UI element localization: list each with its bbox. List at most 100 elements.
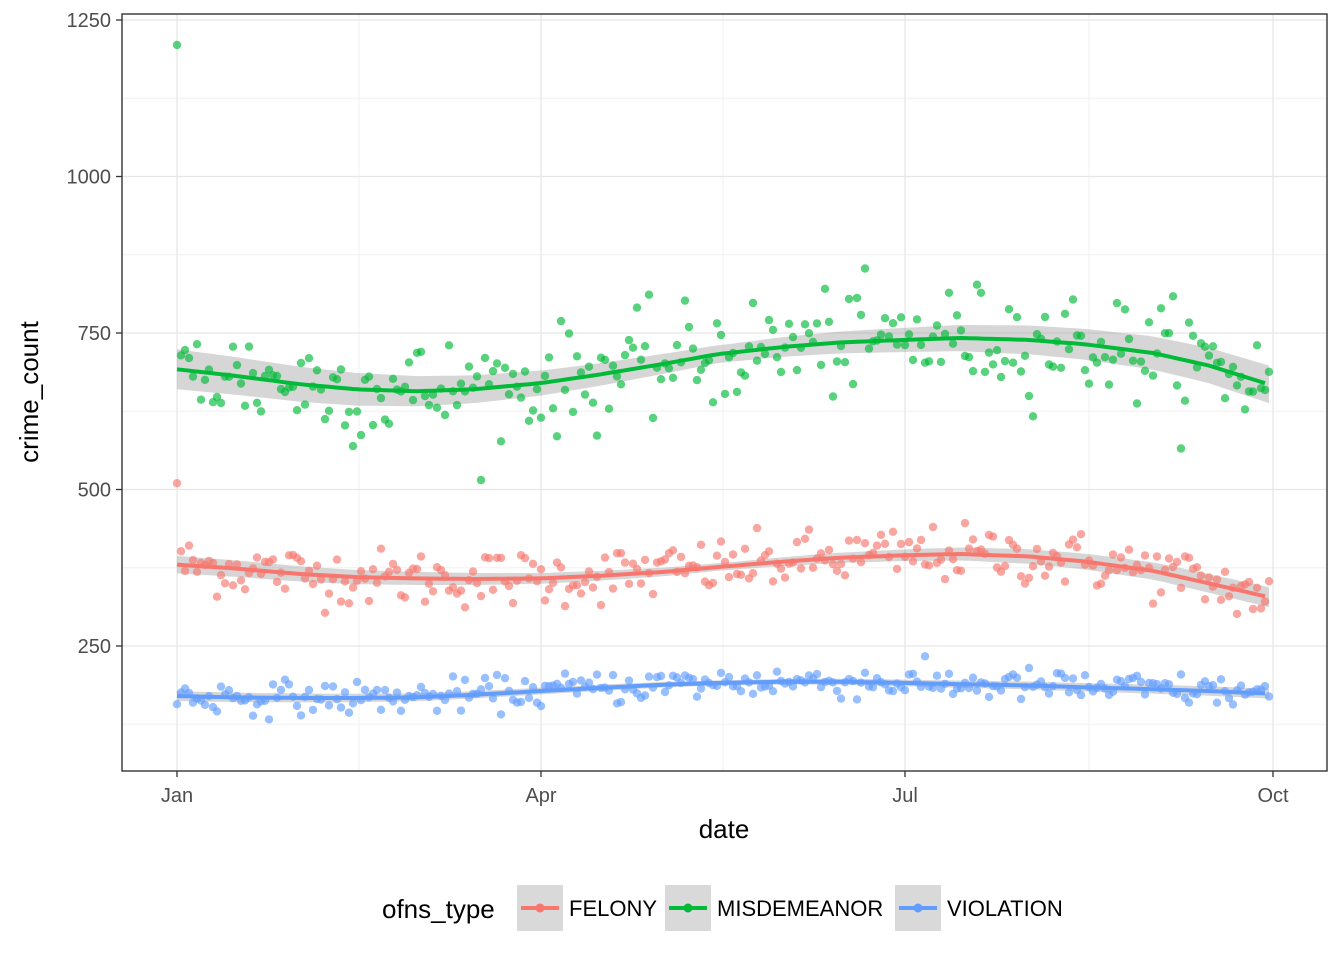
point-violation [1024,663,1034,673]
point-misdemeanor [1172,381,1182,390]
point-misdemeanor [636,355,646,364]
point-misdemeanor [1204,351,1214,360]
point-misdemeanor [1020,351,1030,360]
point-felony [660,555,670,564]
point-misdemeanor [1076,331,1086,340]
legend: ofns_type FELONY MISDEMEANOR VIOLATION [382,885,1063,931]
point-felony [940,574,950,584]
point-violation [696,684,706,693]
point-misdemeanor [588,398,598,407]
point-misdemeanor [1208,342,1218,351]
point-violation [524,693,534,703]
point-violation [724,672,734,682]
point-felony [580,577,590,587]
point-misdemeanor [480,353,490,363]
point-felony [1196,571,1206,580]
point-felony [824,545,834,555]
point-felony [792,537,802,547]
point-misdemeanor [324,406,334,415]
point-misdemeanor [1008,358,1018,367]
point-misdemeanor [1188,331,1198,340]
point-violation [284,680,294,689]
point-misdemeanor [752,356,762,365]
point-felony [708,578,718,588]
point-violation [380,685,390,695]
point-felony [844,536,854,545]
point-violation [456,706,466,715]
point-felony [776,564,786,573]
point-misdemeanor [452,400,462,410]
point-misdemeanor [172,40,182,50]
point-misdemeanor [668,373,678,382]
point-misdemeanor [240,401,250,410]
point-violation [852,695,862,704]
point-felony [540,596,550,605]
point-violation [268,680,278,689]
point-violation [1260,681,1270,691]
point-felony [344,599,354,608]
point-misdemeanor [720,389,730,399]
point-misdemeanor [908,355,918,365]
point-violation [768,687,778,696]
point-misdemeanor [980,367,990,377]
point-felony [804,525,814,534]
point-violation [376,705,386,714]
point-misdemeanor [568,407,578,417]
point-misdemeanor [332,375,342,384]
point-violation [1080,671,1090,680]
point-felony [1152,552,1162,561]
point-felony [840,571,850,580]
point-misdemeanor [1116,349,1126,358]
point-violation [860,668,870,677]
point-felony [1140,551,1150,560]
point-felony [832,566,842,575]
point-violation [392,688,402,697]
point-violation [416,682,426,692]
point-misdemeanor [1156,304,1166,313]
point-misdemeanor [368,420,378,430]
point-violation [320,681,330,691]
point-violation [500,674,510,683]
point-misdemeanor [640,342,650,351]
point-felony [616,548,626,558]
point-violation [296,711,306,720]
point-felony [740,544,750,553]
point-felony [544,585,554,594]
point-violation [432,706,442,715]
point-violation [576,676,586,685]
point-violation [932,671,942,680]
point-misdemeanor [376,393,386,403]
point-felony [556,563,566,572]
point-misdemeanor [712,319,722,328]
point-violation [752,671,762,680]
y-axis: 250 500 750 1000 1250 [67,10,122,658]
point-violation [968,673,978,682]
y-tick-label: 1250 [67,10,112,32]
point-felony [560,601,570,611]
point-violation [1184,698,1194,707]
point-misdemeanor [340,421,350,430]
point-felony [632,564,642,574]
point-violation [660,687,670,697]
point-felony [528,559,538,568]
point-misdemeanor [524,416,534,425]
point-felony [364,596,374,606]
point-misdemeanor [248,368,258,378]
point-misdemeanor [656,375,666,384]
point-misdemeanor [1124,334,1134,344]
point-misdemeanor [320,414,330,424]
point-misdemeanor [1140,366,1150,375]
point-violation [716,668,726,678]
point-misdemeanor [184,353,194,363]
point-felony [668,546,678,555]
point-felony [176,547,186,556]
point-misdemeanor [424,400,434,410]
point-misdemeanor [704,356,714,365]
point-felony [1264,577,1274,586]
point-misdemeanor [536,413,546,422]
point-felony [1244,577,1254,587]
point-violation [352,677,362,687]
point-violation [1228,700,1238,709]
point-misdemeanor [188,372,198,381]
point-felony [212,592,222,601]
